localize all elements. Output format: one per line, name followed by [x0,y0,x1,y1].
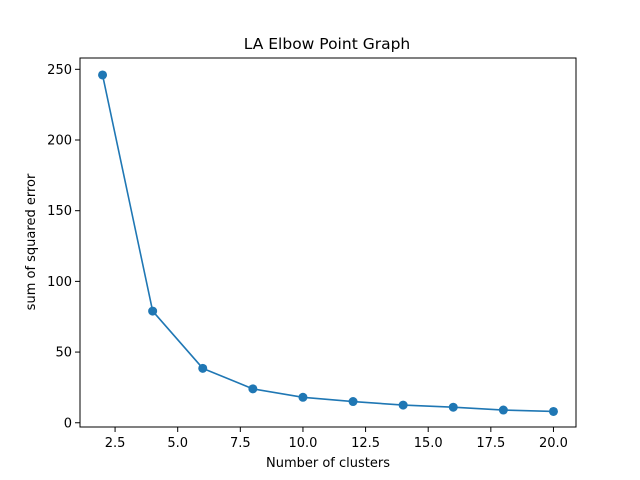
x-tick-label: 12.5 [351,436,380,451]
y-tick-label: 50 [55,346,72,361]
data-point [148,306,158,316]
data-point [248,384,258,394]
y-tick-label: 200 [47,134,72,149]
data-point [348,397,358,407]
x-axis-label: Number of clusters [266,456,390,471]
y-tick-label: 100 [47,275,72,290]
y-tick-label: 0 [64,416,72,431]
data-point [298,392,308,402]
x-tick-label: 20.0 [539,436,568,451]
series-line [101,74,554,413]
data-point [198,363,208,373]
data-point [498,405,508,415]
data-point [398,400,408,410]
x-axis-ticks: 2.5 5.0 7.5 10.0 12.5 15.0 17.5 20.0 [105,427,568,451]
x-tick-label: 7.5 [230,436,251,451]
x-tick-label: 5.0 [167,436,188,451]
data-point [548,406,558,416]
y-axis-label: sum of squared error [24,173,39,310]
series-layer [98,70,558,416]
y-axis-ticks: 0 50 100 150 200 250 [47,63,80,431]
x-tick-label: 15.0 [414,436,443,451]
x-tick-label: 2.5 [105,436,126,451]
x-tick-label: 10.0 [288,436,317,451]
chart-title: LA Elbow Point Graph [244,35,411,53]
x-tick-label: 17.5 [476,436,505,451]
data-point [98,70,108,80]
y-tick-label: 250 [47,63,72,78]
plot-frame [79,57,577,428]
y-tick-label: 150 [47,204,72,219]
data-point [448,402,458,412]
